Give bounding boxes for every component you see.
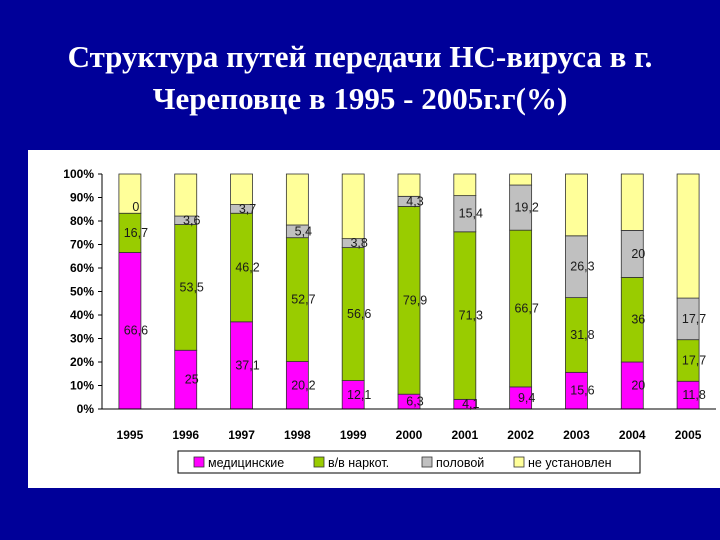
legend-label: не установлен <box>528 456 612 470</box>
legend-label: в/в наркот. <box>328 456 389 470</box>
data-label: 56,6 <box>347 307 371 321</box>
y-tick-label: 90% <box>70 191 94 205</box>
data-label: 20 <box>631 247 645 261</box>
data-label: 3,6 <box>183 213 200 227</box>
data-label: 52,7 <box>291 293 315 307</box>
data-label: 31,8 <box>570 328 594 342</box>
y-tick-label: 30% <box>70 332 94 346</box>
data-label: 71,3 <box>459 309 483 323</box>
data-label: 66,7 <box>514 302 538 316</box>
y-tick-label: 60% <box>70 261 94 275</box>
data-label: 3,8 <box>350 236 367 250</box>
bar-segment-1995-3 <box>118 173 142 214</box>
y-tick-label: 0% <box>77 402 95 416</box>
x-tick-label: 1995 <box>117 428 144 442</box>
bar-segment-1999-3 <box>341 173 365 240</box>
data-label: 20 <box>631 379 645 393</box>
data-label: 15,6 <box>570 384 594 398</box>
x-tick-label: 1997 <box>228 428 255 442</box>
x-tick-label: 1999 <box>340 428 367 442</box>
data-label: 6,3 <box>406 395 423 409</box>
bar-segment-2003-3 <box>565 173 588 237</box>
bar-segment-2004-3 <box>620 173 644 231</box>
data-label: 36 <box>631 313 645 327</box>
x-tick-label: 2004 <box>619 428 646 442</box>
x-tick-label: 2001 <box>451 428 478 442</box>
data-label: 19,2 <box>514 201 538 215</box>
bar-segment-1998-3 <box>285 173 309 226</box>
x-tick-label: 2002 <box>507 428 534 442</box>
data-label: 9,4 <box>518 391 535 405</box>
y-tick-label: 70% <box>70 238 94 252</box>
legend-swatch <box>313 456 325 468</box>
x-tick-label: 2003 <box>563 428 590 442</box>
data-label: 37,1 <box>235 358 259 372</box>
data-label: 66,6 <box>124 324 148 338</box>
title-line-1: Структура путей передачи НС-вируса в г. <box>67 39 653 74</box>
data-label: 3,7 <box>239 202 256 216</box>
chart-bars <box>118 173 700 410</box>
slide-title: Структура путей передачи НС-вируса в г. … <box>0 36 720 120</box>
data-label: 25 <box>185 373 199 387</box>
data-label: 5,4 <box>295 224 312 238</box>
data-label: 12,1 <box>347 388 371 402</box>
bar-segment-2002-3 <box>509 173 533 186</box>
bar-segment-2001-3 <box>453 173 477 197</box>
data-label: 17,7 <box>682 353 706 367</box>
x-tick-label: 2000 <box>396 428 423 442</box>
bar-segment-2005-3 <box>676 173 700 299</box>
data-label: 15,4 <box>459 207 483 221</box>
x-tick-label: 1998 <box>284 428 311 442</box>
chart-panel: 66,6 16,7 0 25 53,5 3,6 37,1 46,2 3,7 20,2 52,7 5,4… <box>28 150 720 488</box>
y-tick-label: 50% <box>70 285 94 299</box>
bar-segment-2000-3 <box>397 173 421 197</box>
legend-swatch <box>421 456 433 468</box>
chart-legend: медицинские в/в наркот. половой не установл… <box>177 450 641 474</box>
y-tick-label: 40% <box>70 308 94 322</box>
data-label: 4,3 <box>406 194 423 208</box>
data-label: 46,2 <box>235 261 259 275</box>
legend-label: медицинские <box>208 456 284 470</box>
data-label: 11,8 <box>682 388 705 402</box>
title-line-2: Череповце в 1995 - 2005г.г(%) <box>152 81 568 116</box>
data-label: 4,1 <box>462 397 479 411</box>
y-tick-label: 100% <box>63 167 94 181</box>
chart-axes: 0% 10% 20% 30% 40% 50% 60% 70% 80% 90% 100% 1995 199… <box>63 167 716 442</box>
data-label: 26,3 <box>570 260 594 274</box>
x-tick-label: 1996 <box>172 428 199 442</box>
data-label: 17,7 <box>682 312 706 326</box>
data-label: 53,5 <box>180 280 204 294</box>
data-label: 20,2 <box>291 378 315 392</box>
legend-swatch <box>513 456 525 468</box>
data-label: 0 <box>132 200 139 214</box>
y-tick-label: 20% <box>70 355 94 369</box>
legend-box <box>177 450 641 474</box>
stacked-bar-chart: 66,6 16,7 0 25 53,5 3,6 37,1 46,2 3,7 20,2 52,7 5,4… <box>63 167 716 474</box>
data-label: 16,7 <box>124 226 148 240</box>
bar-segment-1996-3 <box>174 173 198 217</box>
chart-data-labels: 66,6 16,7 0 25 53,5 3,6 37,1 46,2 3,7 20,2 52,7 5,4… <box>124 194 707 411</box>
legend-label: половой <box>436 456 484 470</box>
y-tick-label: 10% <box>70 379 94 393</box>
legend-swatch <box>193 456 205 468</box>
x-tick-label: 2005 <box>675 428 702 442</box>
bar-segment-1997-3 <box>230 173 253 205</box>
y-tick-label: 80% <box>70 214 94 228</box>
data-label: 79,9 <box>403 293 427 307</box>
